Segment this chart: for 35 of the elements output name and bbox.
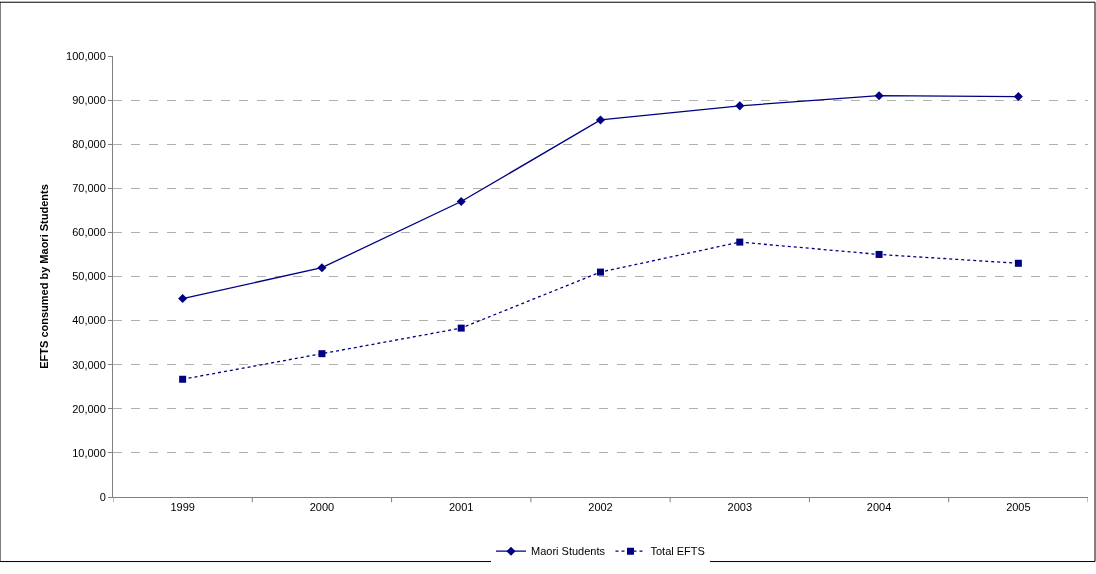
y-tick-label: 40,000 — [72, 314, 106, 327]
y-tick-label: 90,000 — [72, 93, 106, 106]
y-tick-label: 60,000 — [72, 226, 106, 239]
point — [457, 324, 465, 332]
y-tick-label: 70,000 — [72, 182, 106, 195]
point — [875, 250, 883, 258]
y-tick-label: 10,000 — [72, 446, 106, 459]
point — [179, 375, 187, 383]
point — [318, 350, 326, 358]
y-axis-title: EFTS consumed by Maori Students — [37, 184, 50, 369]
legend-label: Total EFTS — [650, 545, 705, 558]
y-tick-label: 20,000 — [72, 402, 106, 415]
y-tick-label: 50,000 — [72, 270, 106, 283]
point — [595, 115, 606, 125]
legend-label: Maori Students — [531, 545, 606, 558]
x-tick-label: 2004 — [866, 501, 892, 514]
x-tick-label: 2003 — [727, 501, 753, 514]
y-tick-label: 100,000 — [66, 49, 106, 62]
x-tick-label: 2001 — [448, 501, 474, 514]
x-tick-label: 2002 — [588, 501, 613, 514]
y-tick-label: 0 — [99, 490, 106, 503]
point — [456, 196, 466, 207]
point — [735, 101, 745, 111]
point — [597, 268, 604, 276]
y-tick-label: 30,000 — [72, 358, 106, 371]
point — [317, 263, 327, 273]
point — [874, 91, 884, 101]
point — [1014, 259, 1022, 267]
x-tick-label: 1999 — [170, 501, 195, 514]
x-tick-label: 2005 — [1006, 501, 1031, 514]
point — [178, 294, 188, 304]
point — [1013, 92, 1023, 102]
x-tick-label: 2000 — [309, 501, 335, 514]
point — [736, 238, 744, 246]
y-tick-label: 80,000 — [72, 138, 106, 151]
